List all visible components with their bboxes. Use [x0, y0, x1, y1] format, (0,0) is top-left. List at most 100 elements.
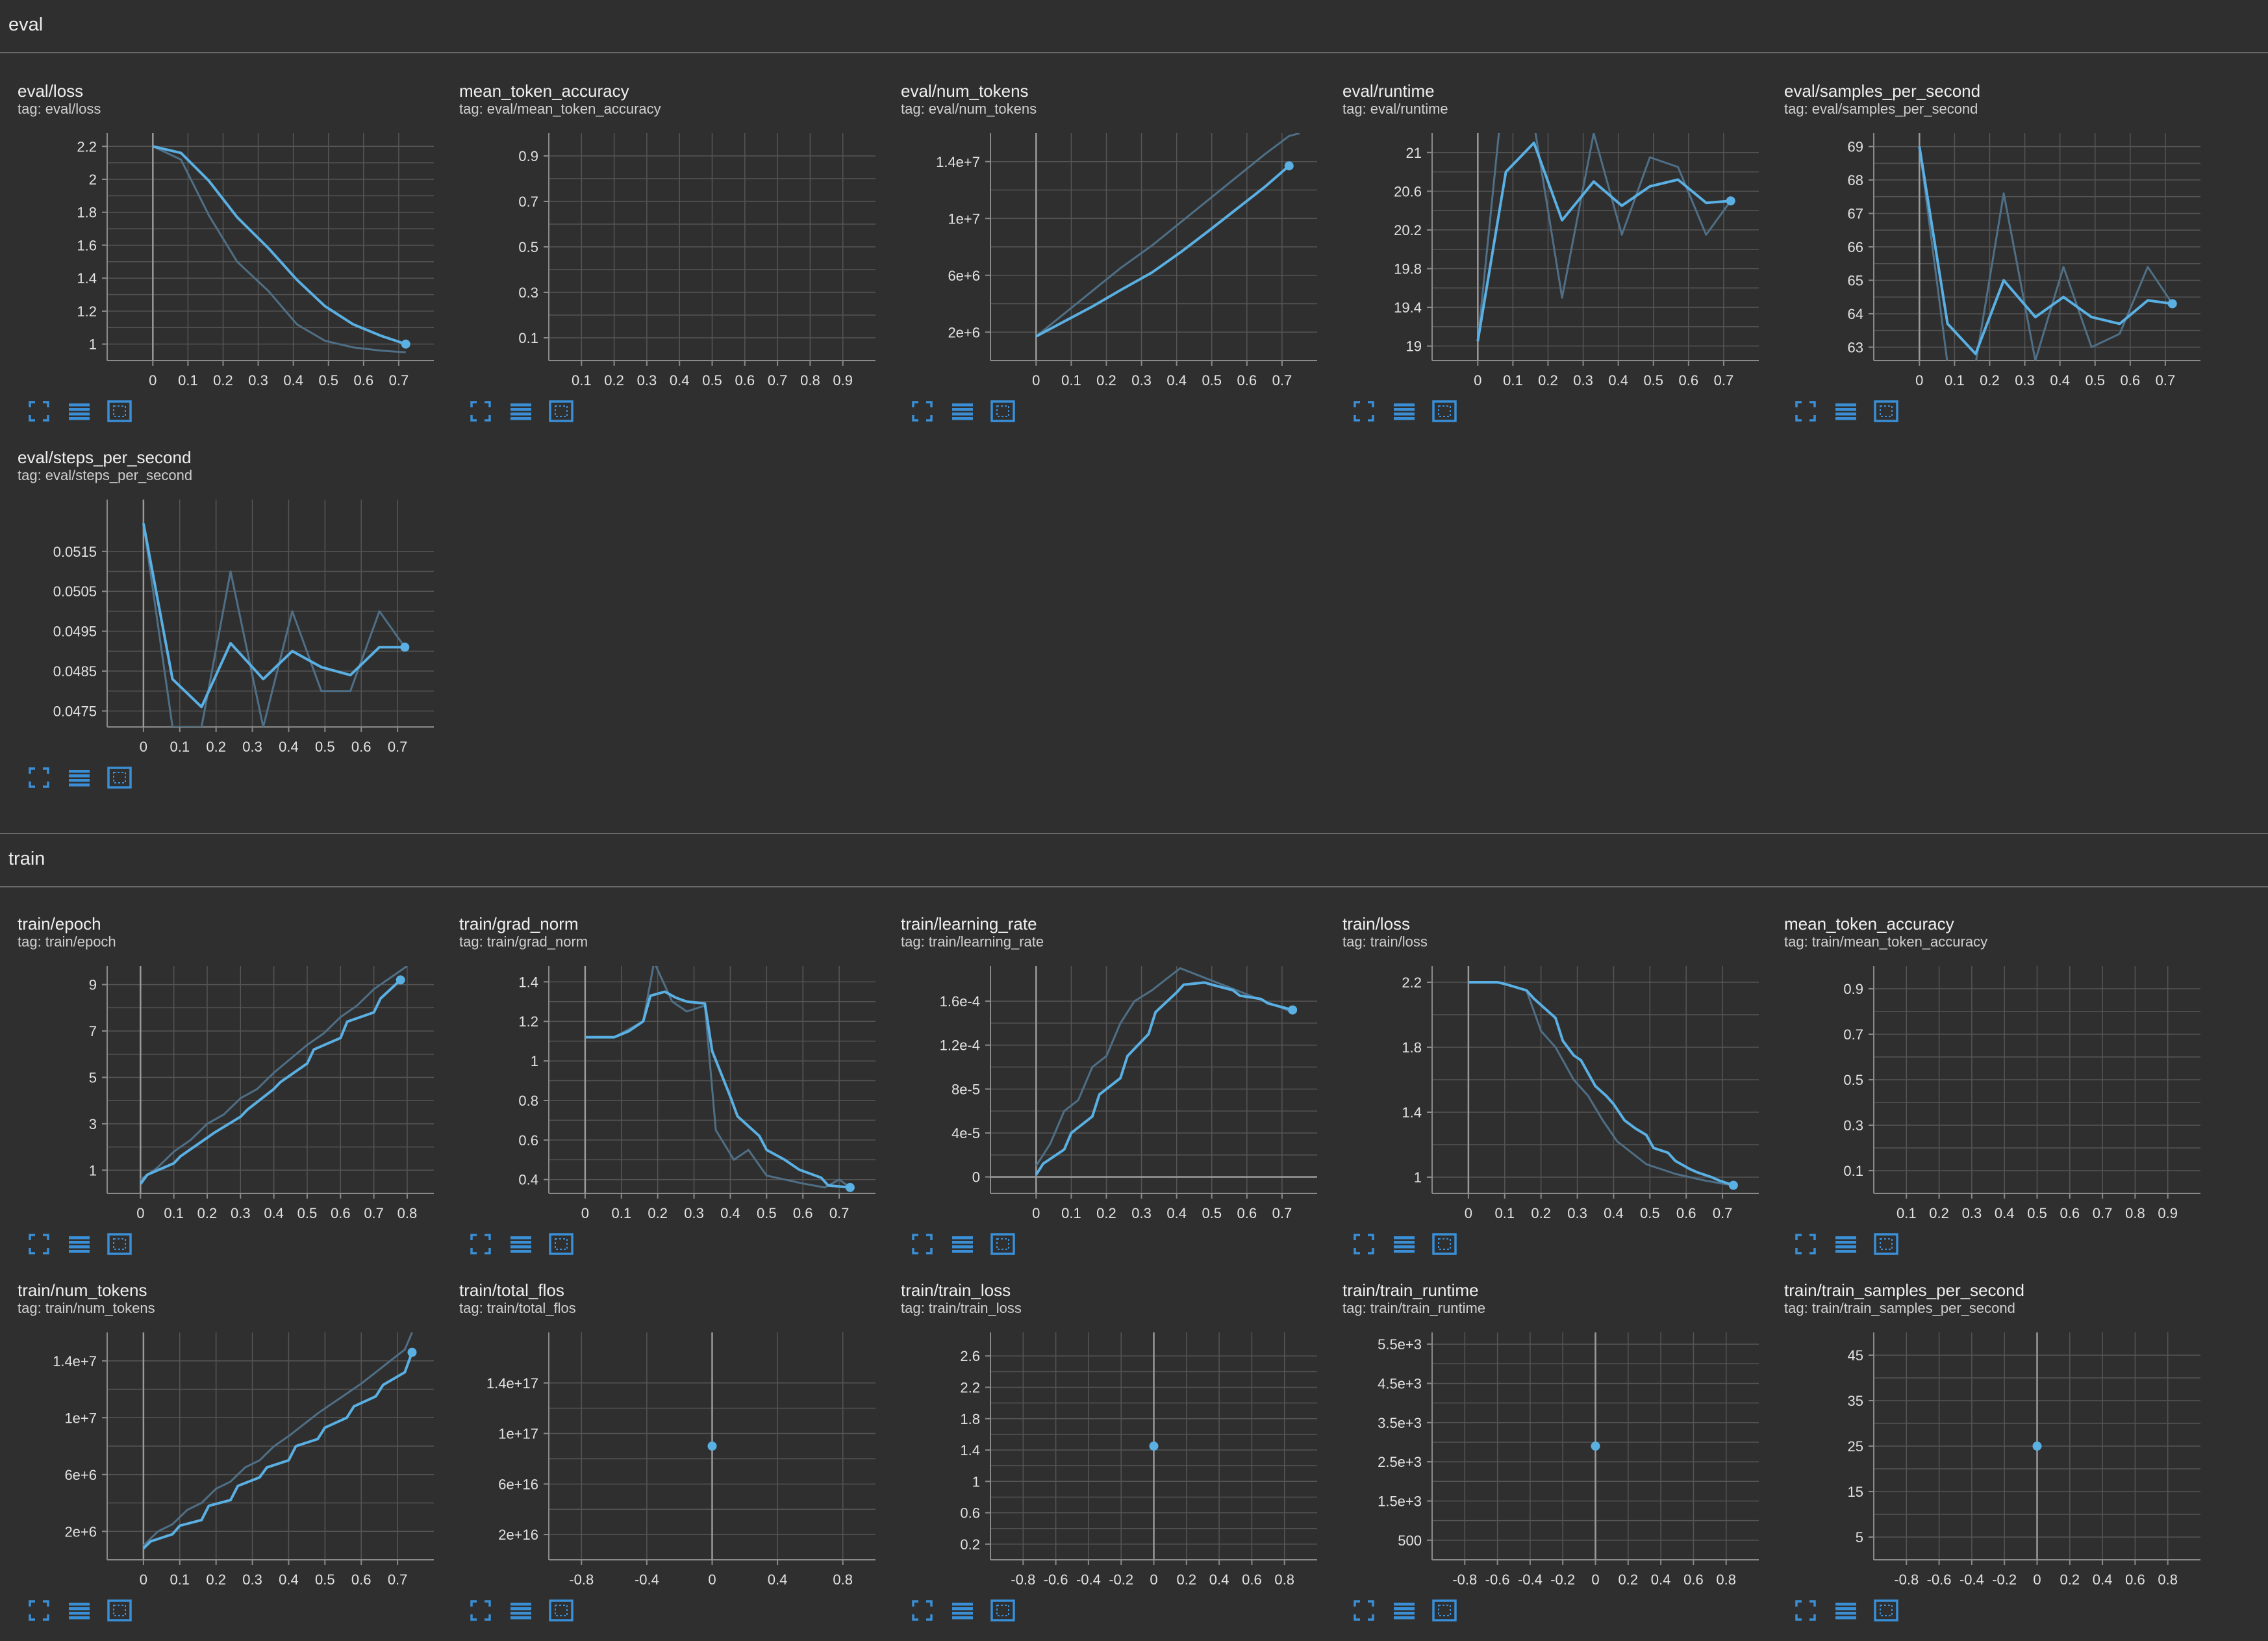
expand-icon[interactable] [1793, 398, 1819, 424]
fit-domain-icon[interactable] [107, 398, 132, 424]
series-end-point[interactable] [1728, 1180, 1738, 1190]
chart-svg[interactable]: 0 0.1 0.2 0.3 0.4 0.5 0.6 0.7 2e+6 6e+6 1e+7 1.4e+7 [883, 0, 1325, 388]
chart-svg[interactable]: 0 0.1 0.2 0.3 0.4 0.5 0.6 0.7 0.0475 0.0485 0.0495… [0, 366, 442, 755]
expand-icon[interactable] [1351, 1231, 1377, 1257]
y-tick-label: 0.0485 [53, 663, 97, 680]
fit-domain-icon[interactable] [548, 398, 574, 424]
fit-domain-icon[interactable] [548, 1597, 574, 1623]
expand-icon[interactable] [1793, 1231, 1819, 1257]
fit-domain-icon[interactable] [107, 1597, 132, 1623]
fit-domain-icon[interactable] [990, 1597, 1016, 1623]
chart-svg[interactable]: 0 0.1 0.2 0.3 0.4 0.5 0.6 0.7 0.8 1 3 5 7 9 [0, 833, 442, 1221]
fit-domain-icon[interactable] [107, 1231, 132, 1257]
chart-svg[interactable]: -0.8 -0.6 -0.4 -0.2 0 0.2 0.4 0.6 0.8 500 1.5e+3 2.… [1325, 1199, 1767, 1588]
list-icon[interactable] [1391, 1597, 1417, 1623]
expand-icon[interactable] [909, 1597, 935, 1623]
list-icon[interactable] [66, 765, 92, 791]
chart-svg[interactable]: 0.1 0.2 0.3 0.4 0.5 0.6 0.7 0.8 0.9 0.1 0.3 0.5 0.7 0… [1767, 833, 2208, 1221]
chart-panel-train-loss[interactable]: train/loss tag: train/loss 0 0.1 0.2 0.3 0.4 0.… [1325, 833, 1767, 1255]
list-icon[interactable] [1391, 398, 1417, 424]
list-icon[interactable] [508, 1231, 534, 1257]
chart-panel-train-train-runtime[interactable]: train/train_runtime tag: train/train_runt… [1325, 1199, 1767, 1622]
chart-panel-train-mean-token-accuracy[interactable]: mean_token_accuracy tag: train/mean_token… [1767, 833, 2208, 1255]
chart-svg[interactable]: 0 0.1 0.2 0.3 0.4 0.5 0.6 0.7 2e+6 6e+6 1e+7 1.4e+7 [0, 1199, 442, 1588]
expand-icon[interactable] [909, 1231, 935, 1257]
chart-panel-eval-samples-per-second[interactable]: eval/samples_per_second tag: eval/samples… [1767, 0, 2208, 422]
expand-icon[interactable] [26, 1231, 52, 1257]
series-end-point[interactable] [1726, 196, 1735, 206]
chart-panel-eval-loss[interactable]: eval/loss tag: eval/loss 0 0.1 0.2 0.3 0.4 0.5 0… [0, 0, 442, 422]
fit-domain-icon[interactable] [990, 398, 1016, 424]
expand-icon[interactable] [1351, 1597, 1377, 1623]
expand-icon[interactable] [26, 1597, 52, 1623]
chart-svg[interactable]: -0.8 -0.6 -0.4 -0.2 0 0.2 0.4 0.6 0.8 5 15 25 35 45 [1767, 1199, 2208, 1588]
list-icon[interactable] [1833, 398, 1859, 424]
expand-icon[interactable] [468, 1231, 494, 1257]
list-icon[interactable] [1833, 1231, 1859, 1257]
chart-panel-train-train-loss[interactable]: train/train_loss tag: train/train_loss -0.… [883, 1199, 1325, 1622]
fit-domain-icon[interactable] [1873, 1231, 1899, 1257]
list-icon[interactable] [1833, 1597, 1859, 1623]
fit-domain-icon[interactable] [1431, 398, 1457, 424]
series-end-point[interactable] [401, 339, 410, 349]
section-header-eval[interactable]: eval [0, 0, 2268, 53]
series-end-point[interactable] [707, 1442, 717, 1451]
x-tick-label: 0.3 [1131, 1205, 1152, 1221]
chart-svg[interactable]: -0.8 -0.4 0 0.4 0.8 2e+16 6e+16 1e+17 1.4e+17 [442, 1199, 883, 1588]
chart-panel-eval-steps-per-second[interactable]: eval/steps_per_second tag: eval/steps_per… [0, 366, 442, 789]
x-tick-label: 0 [1465, 1205, 1472, 1221]
fit-domain-icon[interactable] [107, 765, 132, 791]
chart-panel-train-grad-norm[interactable]: train/grad_norm tag: train/grad_norm 0 0.1 0… [442, 833, 883, 1255]
chart-svg[interactable]: 0.1 0.2 0.3 0.4 0.5 0.6 0.7 0.8 0.9 0.1 0.3 0.5 0.7 0… [442, 0, 883, 388]
chart-svg[interactable]: 0 0.1 0.2 0.3 0.4 0.5 0.6 0.7 1 1.4 1.8 2.2 [1325, 833, 1767, 1221]
chart-svg[interactable]: 0 0.1 0.2 0.3 0.4 0.5 0.6 0.7 1 1.2 1.4 1.6 1.8 2 2.2 [0, 0, 442, 388]
expand-icon[interactable] [909, 398, 935, 424]
list-icon[interactable] [950, 398, 976, 424]
expand-icon[interactable] [468, 1597, 494, 1623]
chart-panel-train-num-tokens[interactable]: train/num_tokens tag: train/num_tokens 0 0.… [0, 1199, 442, 1622]
chart-panel-eval-num-tokens[interactable]: eval/num_tokens tag: eval/num_tokens 0 0.1 0… [883, 0, 1325, 422]
series-end-point[interactable] [407, 1347, 417, 1357]
series-end-point[interactable] [1284, 161, 1294, 171]
fit-domain-icon[interactable] [1431, 1597, 1457, 1623]
chart-panel-eval-runtime[interactable]: eval/runtime tag: eval/runtime 0 0.1 0.2 0.3 0… [1325, 0, 1767, 422]
fit-domain-icon[interactable] [1873, 1597, 1899, 1623]
chart-svg[interactable]: 0 0.1 0.2 0.3 0.4 0.5 0.6 0.7 63 64 65 66 67 68 69 [1767, 0, 2208, 388]
list-icon[interactable] [66, 1597, 92, 1623]
chart-svg[interactable]: 0 0.1 0.2 0.3 0.4 0.5 0.6 0.7 19 19.4 19.8 20.2 20.6… [1325, 0, 1767, 388]
expand-icon[interactable] [26, 765, 52, 791]
chart-svg[interactable]: -0.8 -0.6 -0.4 -0.2 0 0.2 0.4 0.6 0.8 0.2 0.6 1 1.4 1… [883, 1199, 1325, 1588]
chart-panel-train-total-flos[interactable]: train/total_flos tag: train/total_flos -0.… [442, 1199, 883, 1622]
list-icon[interactable] [66, 398, 92, 424]
expand-icon[interactable] [468, 398, 494, 424]
fit-domain-icon[interactable] [1431, 1231, 1457, 1257]
series-end-point[interactable] [1591, 1442, 1600, 1451]
series-end-point[interactable] [396, 975, 405, 985]
chart-panel-eval-mean-token-accuracy[interactable]: mean_token_accuracy tag: eval/mean_token_… [442, 0, 883, 422]
list-icon[interactable] [1391, 1231, 1417, 1257]
chart-panel-train-epoch[interactable]: train/epoch tag: train/epoch 0 0.1 0.2 0.3 0.4… [0, 833, 442, 1255]
list-icon[interactable] [508, 1597, 534, 1623]
list-icon[interactable] [66, 1231, 92, 1257]
expand-icon[interactable] [26, 398, 52, 424]
series-end-point[interactable] [845, 1182, 855, 1192]
chart-svg[interactable]: 0 0.1 0.2 0.3 0.4 0.5 0.6 0.7 0.4 0.6 0.8 1 1.2 1.4 [442, 833, 883, 1221]
chart-panel-train-learning-rate[interactable]: train/learning_rate tag: train/learning_r… [883, 833, 1325, 1255]
fit-domain-icon[interactable] [990, 1231, 1016, 1257]
list-icon[interactable] [950, 1231, 976, 1257]
list-icon[interactable] [508, 398, 534, 424]
series-end-point[interactable] [2032, 1442, 2042, 1451]
section-header-train[interactable]: train [0, 833, 2268, 887]
series-end-point[interactable] [1149, 1442, 1159, 1451]
chart-panel-train-train-samples-per-second[interactable]: train/train_samples_per_second tag: train… [1767, 1199, 2208, 1622]
series-end-point[interactable] [1288, 1005, 1298, 1015]
series-end-point[interactable] [400, 642, 410, 652]
chart-svg[interactable]: 0 0.1 0.2 0.3 0.4 0.5 0.6 0.7 0 4e-5 8e-5 1.2e-4 1.6… [883, 833, 1325, 1221]
fit-domain-icon[interactable] [1873, 398, 1899, 424]
fit-domain-icon[interactable] [548, 1231, 574, 1257]
expand-icon[interactable] [1793, 1597, 1819, 1623]
list-icon[interactable] [950, 1597, 976, 1623]
y-tick-label: 19 [1406, 338, 1422, 355]
expand-icon[interactable] [1351, 398, 1377, 424]
series-end-point[interactable] [2167, 299, 2177, 309]
